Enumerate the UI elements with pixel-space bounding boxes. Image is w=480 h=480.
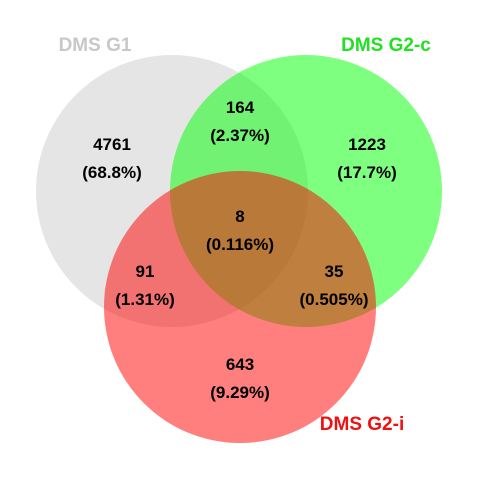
region-all-three-percent: (0.116%) (206, 235, 274, 254)
region-g2c-g2i-count: 35 (325, 262, 344, 281)
region-g2c-only-percent: (17.7%) (337, 163, 397, 182)
region-g1-g2c-count: 164 (226, 98, 255, 117)
region-all-three-count: 8 (235, 207, 244, 226)
region-g1-g2c-percent: (2.37%) (210, 126, 270, 145)
region-g1-g2i-percent: (1.31%) (115, 290, 175, 309)
region-g1-only-count: 4761 (93, 135, 131, 154)
region-g1-only-percent: (68.8%) (82, 163, 142, 182)
region-g1-g2i-count: 91 (136, 262, 155, 281)
set-label-dms-g2-i: DMS G2-i (320, 414, 404, 435)
region-g2i-only-percent: (9.29%) (210, 383, 270, 402)
set-label-dms-g2-c: DMS G2-c (341, 35, 431, 56)
region-g2c-only-count: 1223 (348, 135, 386, 154)
circle-dms-g2-i (104, 171, 376, 443)
set-label-dms-g1: DMS G1 (59, 35, 132, 56)
region-g2c-g2i-percent: (0.505%) (300, 290, 369, 309)
region-g2i-only-count: 643 (226, 355, 254, 374)
